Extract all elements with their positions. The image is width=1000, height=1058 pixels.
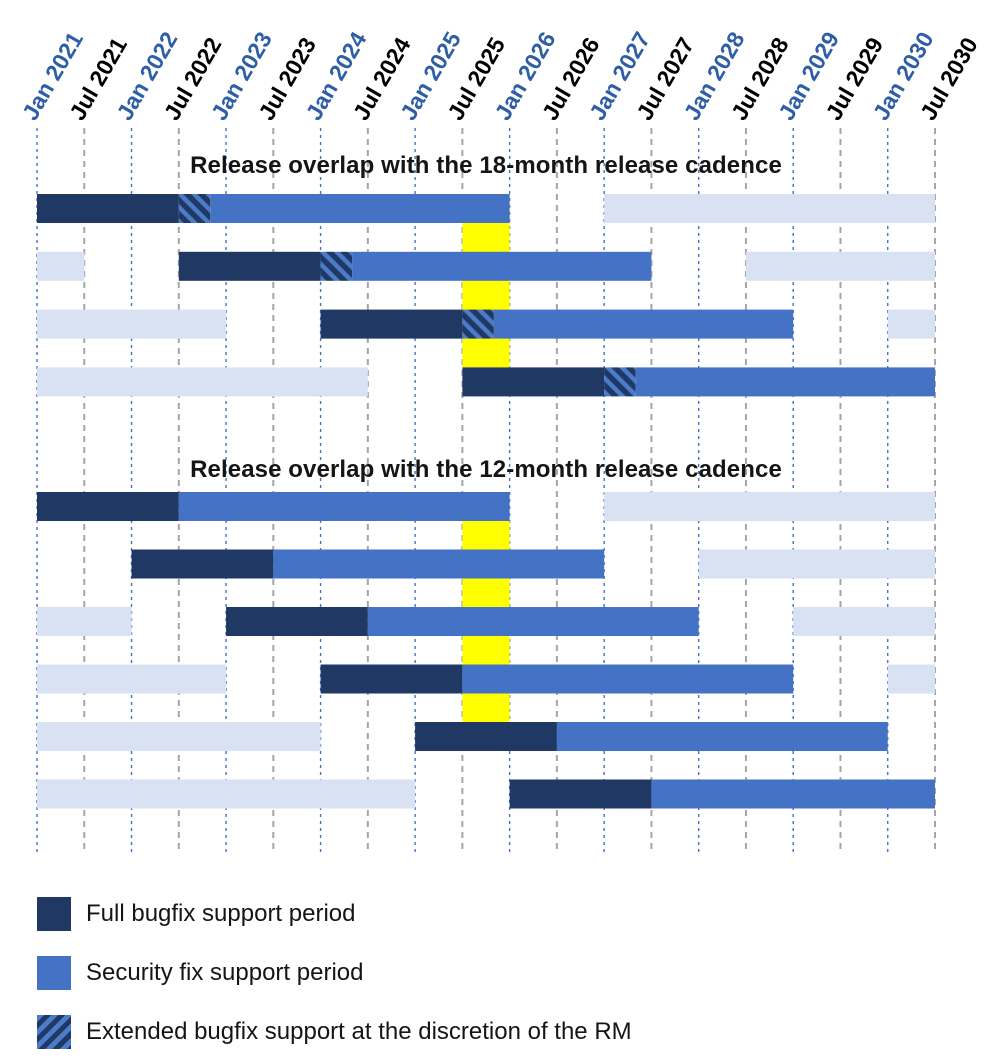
bar-segment-adjacent (37, 722, 321, 751)
bar-segment-adjacent (604, 194, 935, 223)
bar-segment-security (367, 607, 699, 636)
bar-segment-full (37, 492, 179, 521)
bar-segment-adjacent (745, 251, 935, 281)
bar-segment-adjacent (37, 779, 416, 809)
bar-segment-security (178, 492, 510, 521)
bar-segment-full (462, 367, 605, 397)
section-title-12-month: Release overlap with the 12-month releas… (190, 456, 782, 483)
bar-segment-security (462, 664, 794, 694)
bar-segment-full (131, 549, 274, 579)
legend-swatch-security-fix (37, 956, 71, 990)
legend-swatch-full-bugfix (37, 897, 71, 931)
bar-segment-adjacent (604, 492, 935, 521)
bar-segment-adjacent (887, 664, 935, 694)
bar-segment-adjacent (37, 251, 85, 281)
bar-segment-full (415, 722, 557, 751)
bar-segment-security (273, 549, 605, 579)
bar-segment-extended (320, 251, 353, 281)
bar-segment-full (37, 194, 179, 223)
bar-segment-adjacent (887, 309, 935, 339)
bar-segment-security (556, 722, 888, 751)
bar-segment-full (320, 664, 463, 694)
legend-label-security-fix: Security fix support period (86, 959, 364, 986)
bar-segment-extended (178, 194, 211, 223)
legend-item-extended-bugfix: Extended bugfix support at the discretio… (37, 1015, 632, 1049)
overlap-highlight-band (462, 223, 510, 368)
bar-segment-adjacent (37, 664, 227, 694)
legend-label-extended-bugfix: Extended bugfix support at the discretio… (86, 1018, 632, 1045)
bar-segment-adjacent (37, 309, 227, 339)
section-title-18-month: Release overlap with the 18-month releas… (190, 152, 782, 179)
bar-segment-full (178, 251, 321, 281)
bar-segment-security (493, 309, 794, 339)
bar-segment-extended (604, 367, 636, 397)
legend-label-full-bugfix: Full bugfix support period (86, 900, 356, 927)
legend: Full bugfix support period Security fix … (37, 897, 632, 1049)
bar-segment-adjacent (793, 607, 935, 636)
bar-segment-security (210, 194, 510, 223)
bar-segment-security (635, 367, 935, 397)
bar-segment-adjacent (698, 549, 935, 579)
bar-segment-adjacent (37, 607, 132, 636)
bar-segment-adjacent (37, 367, 368, 397)
bar-segment-full (226, 607, 368, 636)
bar-segment-full (509, 779, 652, 809)
bar-segment-security (352, 251, 652, 281)
legend-item-security-fix: Security fix support period (37, 956, 632, 990)
bar-segment-extended (462, 309, 494, 339)
bar-segment-security (651, 779, 935, 809)
legend-swatch-extended-bugfix (37, 1015, 71, 1049)
legend-item-full-bugfix: Full bugfix support period (37, 897, 632, 931)
bar-segment-full (320, 309, 463, 339)
